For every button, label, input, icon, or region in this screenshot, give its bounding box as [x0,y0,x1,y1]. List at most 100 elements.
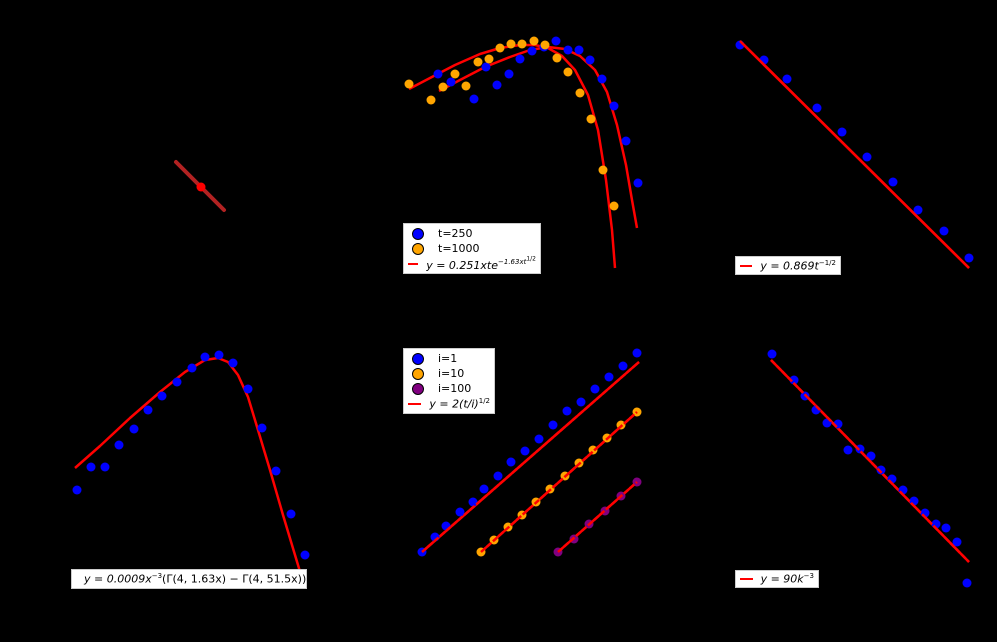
data-point [585,55,595,65]
fit-line-overlay [557,481,638,553]
data-point [504,69,514,79]
data-point [520,446,530,456]
legend-item-i1: i=1 [408,351,490,366]
legend-label: t=1000 [438,242,480,255]
data-point [517,39,527,49]
panel-bottom-middle [417,348,642,557]
fit-line-overlay [480,411,638,553]
data-point [812,103,822,113]
data-point [782,74,792,84]
data-point [243,384,253,394]
data-point [540,40,550,50]
data-point [576,397,586,407]
legend-item-i100: i=100 [408,381,490,396]
legend-item-fit: y = 0.869t−1/2 [740,259,836,272]
fit-line-overlay [739,40,970,269]
circle-marker-icon [412,242,424,255]
legend-item-i10: i=10 [408,366,490,381]
legend-bottom-right: y = 90k−3 [735,570,819,588]
data-point [450,69,460,79]
circle-marker-icon [412,352,424,365]
legend-item-fit: y = 90k−3 [740,572,814,586]
line-marker-icon [408,402,422,405]
data-point [843,445,853,455]
data-point [941,523,951,533]
data-point [469,94,479,104]
fit-line-overlay [421,361,640,553]
data-point [597,74,607,84]
data-point [86,462,96,472]
data-point [479,484,489,494]
line-marker-icon [740,264,753,267]
data-point [438,82,448,92]
legend-label: i=10 [438,367,465,380]
panel-top-right [735,40,974,269]
circle-marker-icon [412,367,424,380]
data-point [286,509,296,519]
data-point [481,62,491,72]
data-point [143,405,153,415]
data-point [888,177,898,187]
data-point [767,349,777,359]
data-point [200,352,210,362]
legend-item-t250: t=250 [408,226,536,241]
data-point [300,550,310,560]
line-marker-icon [740,578,753,580]
data-point [962,578,972,588]
data-point [515,54,525,64]
data-point [271,466,281,476]
data-point [506,39,516,49]
data-point [228,358,238,368]
data-point [114,440,124,450]
data-point [618,361,628,371]
panel-bottom-right [767,349,972,588]
data-point [433,69,443,79]
legend-label: i=1 [438,352,458,365]
data-point [837,127,847,137]
fit-line [74,356,306,586]
legend-label: y = 2(t/i)1/2 [429,396,490,411]
panel-bottom-left [72,350,310,586]
data-point [446,77,456,87]
legend-top-right: y = 0.869t−1/2 [735,256,841,275]
data-point [604,372,614,382]
legend-bottom-middle: i=1 i=10 i=100 y = 2(t/i)1/2 [403,348,495,414]
data-point [575,88,585,98]
data-point [633,178,643,188]
data-point [187,363,197,373]
data-point [574,45,584,55]
data-point [529,36,539,46]
data-point [172,377,182,387]
data-point [876,465,886,475]
legend-label: i=100 [438,382,472,395]
legend-item-fit: y = 2(t/i)1/2 [408,396,490,411]
legend-label: y = 90k−3 [760,572,814,586]
legend-item-fit: y = 0.251xte−1.63xt1/2 [408,255,536,272]
data-point [952,537,962,547]
data-point [621,136,631,146]
data-point [100,462,110,472]
data-point [551,36,561,46]
data-point [473,57,483,67]
data-point [129,424,139,434]
data-point [495,43,505,53]
legend-label: y = 0.251xte−1.63xt1/2 [426,255,536,272]
data-point [563,45,573,55]
data-point [426,95,436,105]
data-point [214,350,224,360]
panel-top-middle [404,36,643,269]
data-point [939,226,949,236]
fit-line-overlay [770,359,970,563]
legend-item-t1000: t=1000 [408,241,536,256]
data-point [789,375,799,385]
data-point [590,384,600,394]
data-point [632,348,642,358]
data-point [563,67,573,77]
legend-item-fit: y = 0.0009x−3(Γ(4, 1.63x) − Γ(4, 51.5x)) [76,572,306,586]
data-point [598,165,608,175]
data-point [964,253,974,263]
data-point [404,79,414,89]
data-point [609,101,619,111]
data-point [72,485,82,495]
data-point [506,457,516,467]
